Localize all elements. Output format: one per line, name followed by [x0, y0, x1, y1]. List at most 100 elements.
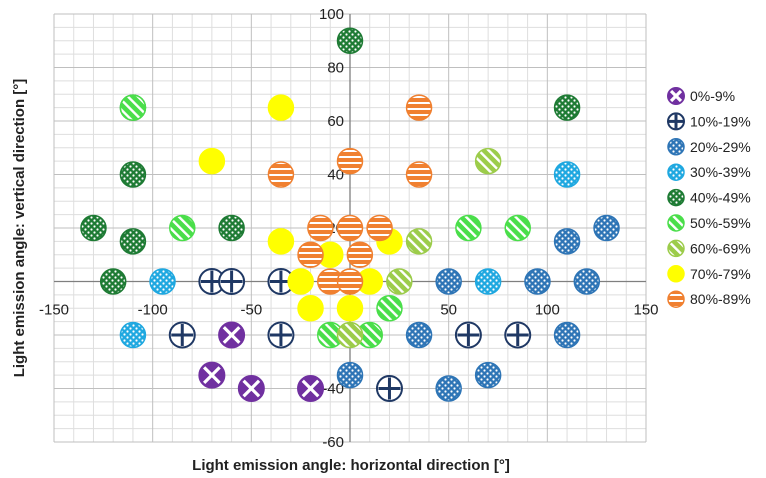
data-point — [366, 214, 393, 242]
data-point — [524, 268, 551, 295]
data-point — [375, 375, 403, 402]
legend-marker — [667, 214, 685, 232]
data-point — [405, 228, 433, 255]
legend-label: 20%-29% — [690, 139, 751, 155]
data-point — [297, 295, 324, 322]
x-tick-label: 100 — [535, 302, 560, 319]
legend-label: 0%-9% — [690, 88, 735, 104]
data-point — [336, 27, 364, 54]
data-point — [287, 268, 314, 295]
data-point — [267, 268, 295, 295]
data-point — [455, 214, 482, 242]
y-tick-label: -60 — [322, 434, 344, 451]
data-point — [218, 268, 246, 295]
data-point — [168, 321, 196, 349]
data-point — [267, 321, 295, 349]
data-point — [405, 321, 433, 349]
data-point — [336, 268, 364, 295]
data-point — [435, 268, 462, 295]
legend-item: 80%-89% — [667, 290, 751, 308]
data-point — [336, 295, 364, 322]
data-point — [336, 361, 364, 389]
y-tick-label: 60 — [327, 113, 344, 130]
data-point — [435, 375, 462, 402]
legend-marker — [667, 112, 685, 131]
data-point — [169, 214, 196, 242]
legend-marker — [667, 188, 685, 207]
legend-label: 40%-49% — [690, 190, 751, 206]
legend-item: 30%-39% — [667, 163, 751, 181]
legend-item: 70%-79% — [667, 265, 751, 283]
data-point — [307, 214, 334, 242]
y-tick-label: 100 — [319, 6, 344, 23]
data-point — [119, 228, 147, 255]
legend-label: 60%-69% — [690, 240, 751, 256]
data-point — [267, 161, 295, 188]
data-point — [405, 161, 433, 188]
data-point — [474, 361, 502, 389]
data-point — [454, 321, 482, 349]
x-tick-label: 150 — [633, 302, 658, 319]
data-point — [119, 161, 147, 188]
data-point — [267, 228, 295, 255]
data-point — [267, 94, 295, 121]
data-point — [336, 147, 364, 175]
data-point — [218, 321, 246, 349]
data-point — [504, 321, 532, 349]
x-tick-label: -50 — [240, 302, 262, 319]
legend-marker — [667, 138, 685, 156]
data-point — [504, 214, 531, 242]
data-point — [198, 147, 226, 175]
data-point — [99, 268, 127, 295]
x-tick-label: 50 — [440, 302, 457, 319]
legend-item: 0%-9% — [667, 87, 735, 105]
legend-marker — [667, 239, 685, 258]
data-point — [336, 214, 364, 242]
data-point — [593, 214, 620, 242]
data-points — [80, 27, 620, 402]
x-tick-label: -100 — [138, 302, 168, 319]
data-point — [297, 375, 325, 402]
data-point — [218, 214, 245, 242]
data-point — [553, 321, 581, 349]
data-point — [474, 268, 502, 295]
data-point — [553, 161, 581, 188]
data-point — [119, 321, 147, 349]
legend-label: 50%-59% — [690, 215, 751, 231]
legend: 0%-9% 10%-19% 20%-29% 30%-39% 40%-49% 50%-59%… — [667, 87, 751, 308]
legend-label: 80%-89% — [690, 291, 751, 307]
y-tick-label: 40 — [327, 167, 344, 184]
legend-marker — [667, 87, 685, 105]
data-point — [336, 321, 364, 349]
data-point — [149, 268, 176, 295]
legend-item: 20%-29% — [667, 138, 751, 156]
data-point — [573, 268, 601, 295]
legend-item: 10%-19% — [667, 112, 751, 131]
legend-marker — [667, 265, 685, 283]
y-tick-labels: -60-40-20020406080100 — [319, 6, 344, 451]
data-point — [237, 375, 265, 402]
data-point — [386, 268, 413, 295]
legend-item: 60%-69% — [667, 239, 751, 258]
data-point — [80, 214, 107, 242]
legend-item: 50%-59% — [667, 214, 751, 232]
x-axis-label: Light emission angle: horizontal directi… — [192, 457, 510, 474]
data-point — [553, 94, 581, 121]
y-tick-label: 80 — [327, 60, 344, 77]
data-point — [553, 228, 581, 255]
data-point — [119, 94, 147, 121]
legend-label: 10%-19% — [690, 113, 751, 129]
data-point — [297, 241, 324, 268]
legend-marker — [667, 163, 685, 181]
data-point — [376, 295, 403, 322]
y-tick-label: -40 — [322, 381, 344, 398]
legend-marker — [667, 290, 685, 308]
legend-item: 40%-49% — [667, 188, 751, 207]
data-point — [346, 241, 374, 268]
data-point — [405, 94, 433, 121]
data-point — [198, 361, 226, 389]
legend-label: 30%-39% — [690, 164, 751, 180]
x-tick-label: -150 — [39, 302, 69, 319]
data-point — [474, 147, 502, 175]
